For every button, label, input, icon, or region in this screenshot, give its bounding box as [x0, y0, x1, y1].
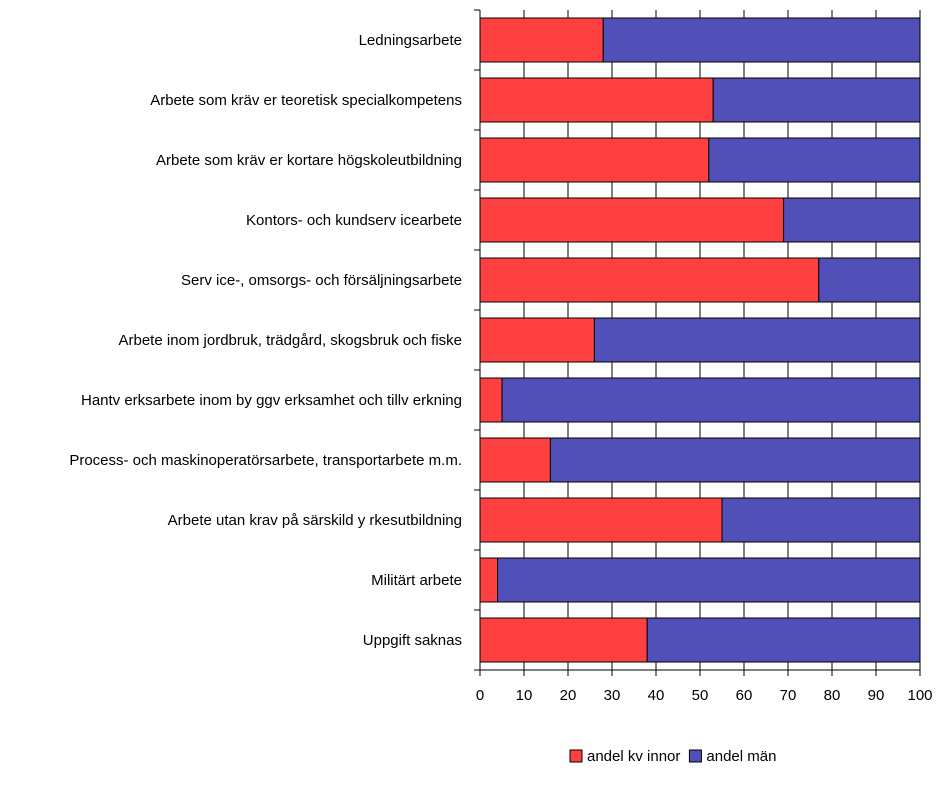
bar-segment	[602, 17, 921, 63]
bar-segment	[708, 137, 921, 183]
x-tick-label: 90	[868, 687, 885, 704]
category-label: Kontors- och kundserv icearbete	[246, 212, 462, 229]
bar-segment	[646, 617, 921, 663]
bar-segment	[501, 377, 921, 423]
category-label: Uppgift saknas	[363, 632, 462, 649]
x-tick-label: 40	[648, 687, 665, 704]
category-label: Militärt arbete	[371, 572, 462, 589]
bar-segment	[479, 497, 723, 543]
category-label: Ledningsarbete	[359, 32, 462, 49]
x-tick-label: 0	[476, 687, 484, 704]
bar-segment	[818, 257, 921, 303]
x-tick-label: 80	[824, 687, 841, 704]
x-tick-label: 60	[736, 687, 753, 704]
bar-segment	[712, 77, 921, 123]
category-label: Arbete som kräv er teoretisk specialkomp…	[150, 92, 462, 109]
legend-swatch	[688, 749, 702, 763]
x-tick-label: 30	[604, 687, 621, 704]
bar-segment	[593, 317, 921, 363]
category-label: Hantv erksarbete inom by ggv erksamhet o…	[81, 392, 462, 409]
legend-label: andel kv innor	[587, 748, 680, 765]
category-label: Process- och maskinoperatörsarbete, tran…	[69, 452, 462, 469]
category-label: Arbete inom jordbruk, trädgård, skogsbru…	[119, 332, 463, 349]
bar-segment	[479, 617, 648, 663]
legend: andel kv innor andel män	[569, 748, 776, 765]
bar-segment	[479, 137, 710, 183]
bar-segment	[721, 497, 921, 543]
bar-segment	[497, 557, 921, 603]
category-labels: Ledningsarbete Arbete som kräv er teoreti…	[69, 32, 462, 649]
axes	[474, 9, 921, 676]
bar-segment	[479, 437, 551, 483]
bars	[479, 17, 921, 663]
x-tick-labels: 0 10 20 30 40 50 60 70 80 90 100	[476, 687, 933, 704]
category-label: Serv ice-, omsorgs- och försäljningsarbe…	[181, 272, 462, 289]
bar-segment	[783, 197, 921, 243]
bar-segment	[479, 77, 714, 123]
legend-label: andel män	[706, 748, 776, 765]
x-tick-label: 50	[692, 687, 709, 704]
category-label: Arbete som kräv er kortare högskoleutbil…	[156, 152, 462, 169]
x-tick-label: 20	[560, 687, 577, 704]
legend-swatch	[569, 749, 583, 763]
bar-segment	[479, 17, 604, 63]
x-tick-label: 70	[780, 687, 797, 704]
bar-segment	[479, 257, 820, 303]
bar-segment	[479, 557, 499, 603]
category-label: Arbete utan krav på särskild y rkesutbil…	[168, 512, 462, 529]
bar-segment	[479, 197, 785, 243]
bar-segment	[479, 377, 503, 423]
x-tick-label: 10	[516, 687, 533, 704]
x-tick-label: 100	[907, 687, 932, 704]
bar-segment	[549, 437, 921, 483]
bar-segment	[479, 317, 595, 363]
